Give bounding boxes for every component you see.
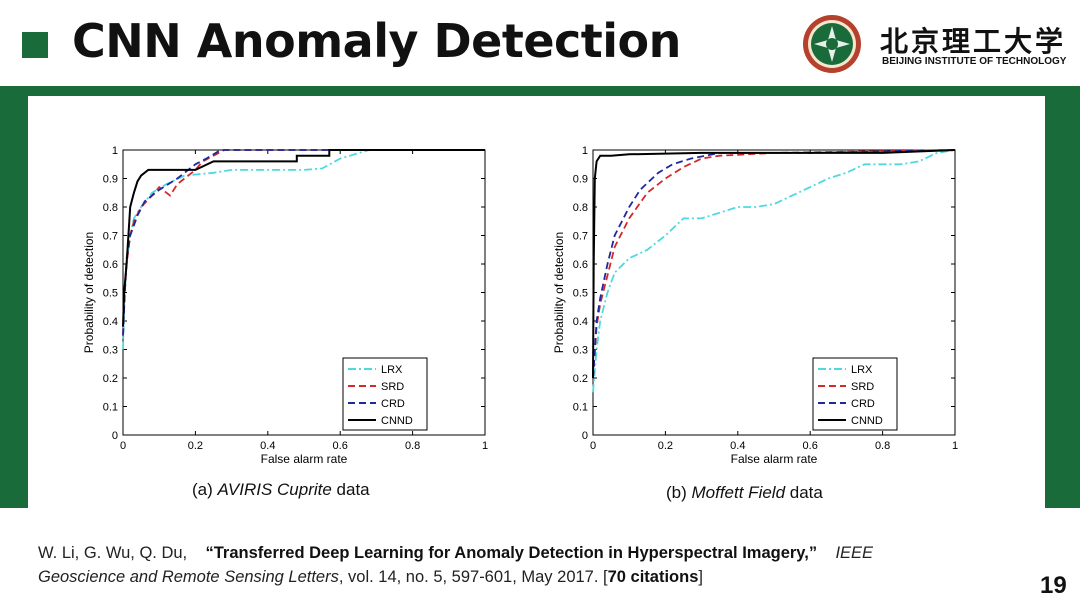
legend-label-cnnd: CNND (851, 415, 883, 427)
series-line-cnnd (592, 149, 956, 379)
y-tick-label: 0.8 (573, 202, 588, 214)
y-tick-label: 0.4 (103, 316, 118, 328)
y-tick-label: 0 (112, 430, 118, 442)
series-line-srd (592, 149, 956, 379)
y-axis-label: Probability of detection (552, 232, 566, 353)
y-tick-label: 0.5 (103, 288, 118, 300)
plot-area (122, 149, 486, 436)
x-tick-label: 0 (590, 440, 596, 452)
y-tick-label: 0.4 (573, 316, 588, 328)
x-tick-label: 0.8 (405, 440, 420, 452)
y-tick-label: 0.9 (103, 174, 118, 186)
y-tick-label: 0.7 (103, 231, 118, 243)
y-tick-label: 0.6 (573, 259, 588, 271)
x-tick-label: 0.8 (875, 440, 890, 452)
roc-chart-moffett: 0 0.2 0.4 0.6 0.8 1 0 0.1 0.2 0.3 0.4 0.5 0.6 0.7 0.8 0… (552, 145, 958, 466)
reference-citation: W. Li, G. Wu, Q. Du, “Transferred Deep L… (38, 544, 874, 586)
y-tick-label: 1 (582, 145, 588, 157)
y-tick-label: 0.2 (103, 373, 118, 385)
x-tick-label: 0.4 (260, 440, 275, 452)
page-title: CNN Anomaly Detection (72, 14, 681, 68)
x-tick-label: 0.6 (803, 440, 818, 452)
legend-label-srd: SRD (381, 381, 404, 393)
y-tick-label: 0.6 (103, 259, 118, 271)
y-tick-label: 0.8 (103, 202, 118, 214)
legend-label-lrx: LRX (381, 364, 403, 376)
ref-title: “Transferred Deep Learning for Anomaly D… (205, 544, 818, 562)
y-axis-label: Probability of detection (82, 232, 96, 353)
legend: LRX SRD CRD CNND (812, 357, 898, 431)
x-tick-label: 0 (120, 440, 126, 452)
x-tick-label: 1 (482, 440, 488, 452)
y-tick-label: 1 (112, 145, 118, 157)
ref-citations: 70 citations (607, 568, 699, 586)
ref-journal-1: IEEE (835, 544, 874, 562)
y-tick-label: 0.5 (573, 288, 588, 300)
x-tick-label: 0.2 (188, 440, 203, 452)
caption-b: (b) Moffett Field data (666, 483, 823, 502)
ref-journal-2: Geoscience and Remote Sensing Letters (38, 568, 339, 586)
caption-a: (a) AVIRIS Cuprite data (192, 480, 370, 499)
legend-box (812, 357, 898, 431)
ref-details: , vol. 14, no. 5, 597-601, May 2017. [ (338, 568, 608, 586)
legend-box (342, 357, 428, 431)
x-tick-label: 0.2 (658, 440, 673, 452)
x-tick-label: 0.6 (333, 440, 348, 452)
plot-area (592, 149, 956, 436)
legend: LRX SRD CRD CNND (342, 357, 428, 431)
y-tick-label: 0 (582, 430, 588, 442)
y-tick-label: 0.1 (573, 402, 588, 414)
series-line-lrx (592, 149, 956, 393)
y-tick-label: 0.1 (103, 402, 118, 414)
y-tick-label: 0.2 (573, 373, 588, 385)
legend-label-lrx: LRX (851, 364, 873, 376)
series-line-cnnd (122, 149, 485, 327)
university-name-cn: 北京理工大学 (880, 25, 1067, 58)
university-name-en: BEIJING INSTITUTE OF TECHNOLOGY (882, 56, 1067, 67)
roc-chart-aviris: 0 0.2 0.4 0.6 0.8 1 0 0.1 0.2 0.3 0.4 0.5 0.6 0.7 0.8 0… (82, 145, 488, 466)
y-tick-label: 0.9 (573, 174, 588, 186)
y-tick-label: 0.3 (103, 345, 118, 357)
x-tick-label: 0.4 (730, 440, 745, 452)
ref-authors: W. Li, G. Wu, Q. Du, (38, 544, 188, 562)
university-logo-icon (803, 15, 861, 73)
legend-label-srd: SRD (851, 381, 874, 393)
y-tick-label: 0.3 (573, 345, 588, 357)
legend-label-crd: CRD (851, 398, 875, 410)
legend-label-crd: CRD (381, 398, 405, 410)
x-axis-label: False alarm rate (261, 452, 348, 466)
y-tick-label: 0.7 (573, 231, 588, 243)
x-axis-label: False alarm rate (731, 452, 818, 466)
legend-label-cnnd: CNND (381, 415, 413, 427)
x-tick-label: 1 (952, 440, 958, 452)
page-number: 19 (1040, 572, 1067, 599)
title-bullet (22, 32, 48, 58)
